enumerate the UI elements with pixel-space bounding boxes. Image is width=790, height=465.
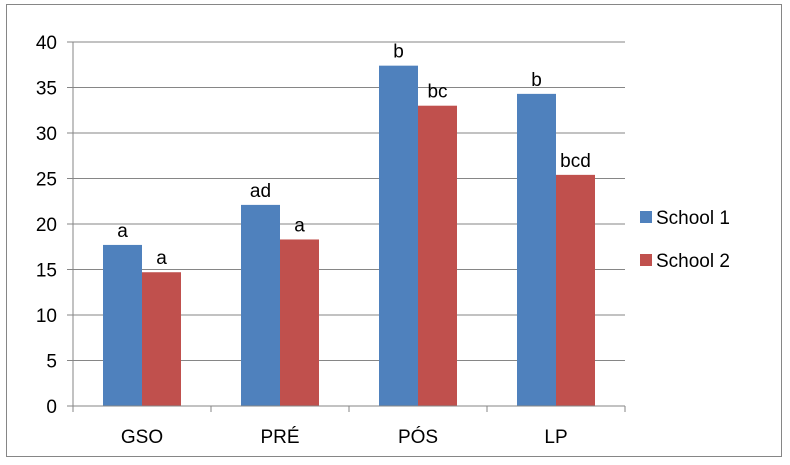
y-tick-label: 5 xyxy=(46,352,57,373)
bar-school-1 xyxy=(241,204,280,406)
data-label: ad xyxy=(250,181,271,202)
data-label: a xyxy=(117,221,128,242)
legend-label: School 1 xyxy=(656,208,730,229)
legend-label: School 2 xyxy=(656,251,730,272)
bars xyxy=(103,65,595,407)
x-tick-label: PÓS xyxy=(398,426,438,448)
labels: 0 5 10 15 20 25 30 35 40 a ad b b a a bc bcd GSO PRÉ PÓS LP xyxy=(36,33,591,448)
bar-school-2 xyxy=(280,239,319,406)
bar-school-2 xyxy=(418,105,457,406)
axes xyxy=(67,41,626,412)
legend-swatch xyxy=(640,254,652,266)
bar-school-1 xyxy=(517,93,556,407)
x-tick-label: PRÉ xyxy=(260,427,299,448)
y-tick-label: 20 xyxy=(36,215,57,236)
y-tick-label: 0 xyxy=(46,397,57,418)
bar-school-2 xyxy=(556,174,595,406)
legend-swatch xyxy=(640,211,652,223)
y-tick-label: 35 xyxy=(36,79,57,100)
legend: School 1 School 2 xyxy=(640,208,730,272)
y-tick-label: 15 xyxy=(36,261,57,282)
bar-school-1 xyxy=(103,244,142,406)
data-label: bcd xyxy=(560,151,591,172)
data-label: b xyxy=(531,70,542,91)
data-label: bc xyxy=(427,82,447,103)
x-tick-label: LP xyxy=(544,427,567,448)
y-tick-label: 10 xyxy=(36,306,57,327)
data-label: a xyxy=(294,215,305,236)
y-tick-label: 25 xyxy=(36,170,57,191)
y-tick-label: 40 xyxy=(36,33,57,54)
data-label: a xyxy=(156,248,167,269)
bar-school-2 xyxy=(142,272,181,406)
x-tick-label: GSO xyxy=(121,427,163,448)
data-label: b xyxy=(393,42,404,63)
bar-school-1 xyxy=(379,65,418,406)
y-tick-label: 30 xyxy=(36,124,57,145)
